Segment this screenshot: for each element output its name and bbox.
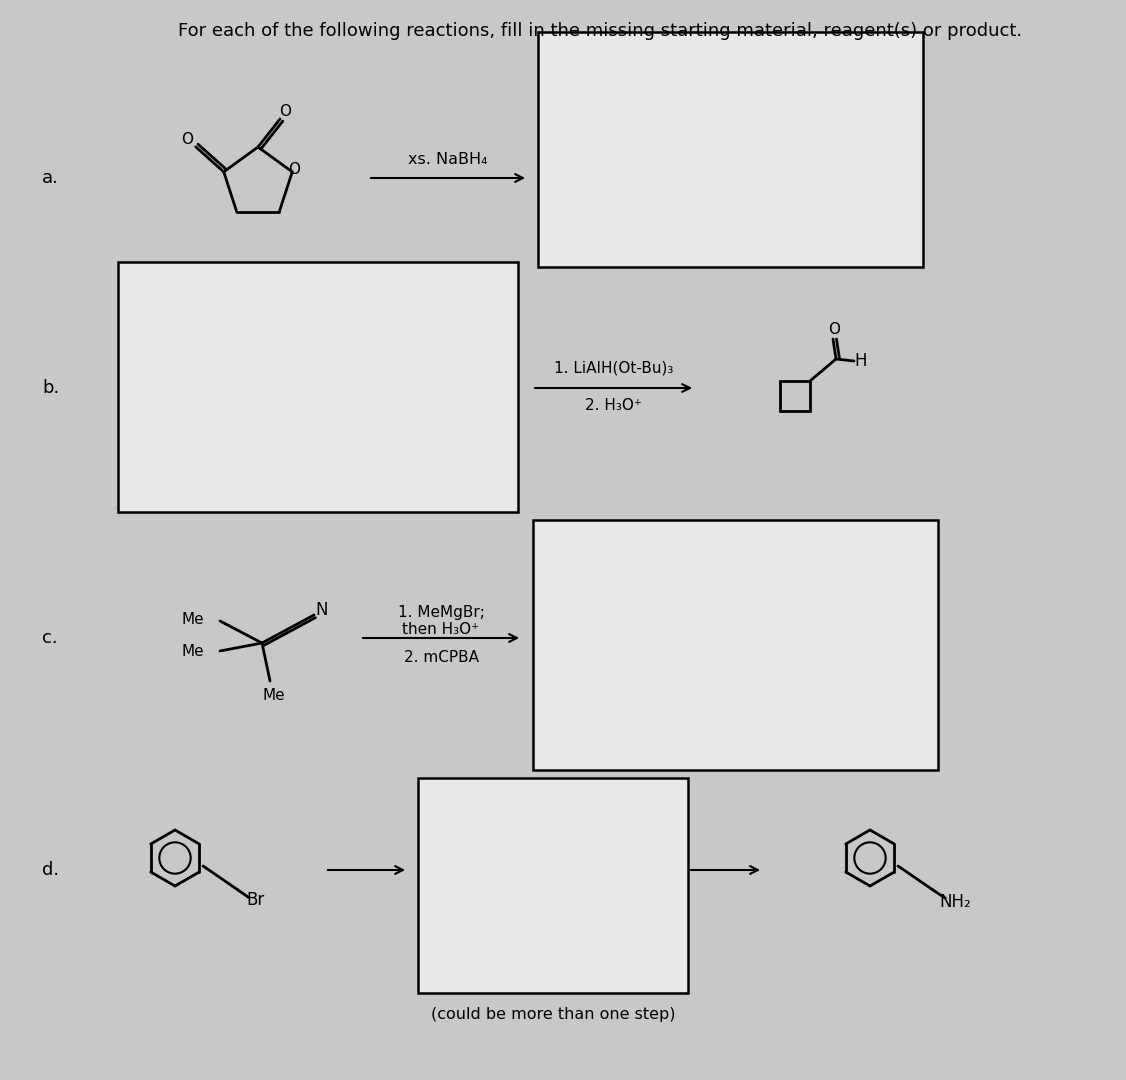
- Text: (could be more than one step): (could be more than one step): [431, 1008, 676, 1023]
- Text: a.: a.: [42, 168, 59, 187]
- Text: 2. H₃O⁺: 2. H₃O⁺: [586, 399, 642, 414]
- Bar: [118, 262, 518, 512]
- Text: O: O: [288, 162, 301, 177]
- Text: 2. mCPBA: 2. mCPBA: [403, 650, 479, 665]
- Bar: [418, 778, 688, 993]
- Text: then H₃O⁺: then H₃O⁺: [402, 622, 480, 637]
- Text: For each of the following reactions, fill in the missing starting material, reag: For each of the following reactions, fil…: [178, 22, 1022, 40]
- Text: d.: d.: [42, 861, 60, 879]
- Text: Me: Me: [262, 688, 285, 702]
- Bar: [533, 519, 938, 770]
- Text: O: O: [828, 323, 840, 337]
- Text: NH₂: NH₂: [939, 893, 971, 912]
- Text: H: H: [855, 352, 867, 370]
- Text: N: N: [315, 600, 329, 619]
- Bar: [538, 32, 923, 267]
- Text: xs. NaBH₄: xs. NaBH₄: [409, 152, 488, 167]
- Text: Me: Me: [181, 644, 204, 659]
- Text: Br: Br: [247, 891, 265, 909]
- Text: O: O: [279, 104, 291, 119]
- Text: O: O: [181, 133, 193, 147]
- Text: Me: Me: [181, 611, 204, 626]
- Text: b.: b.: [42, 379, 60, 397]
- Text: 1. LiAIH(Ot-Bu)₃: 1. LiAIH(Ot-Bu)₃: [554, 361, 673, 376]
- Text: c.: c.: [42, 629, 57, 647]
- Text: 1. MeMgBr;: 1. MeMgBr;: [397, 605, 484, 620]
